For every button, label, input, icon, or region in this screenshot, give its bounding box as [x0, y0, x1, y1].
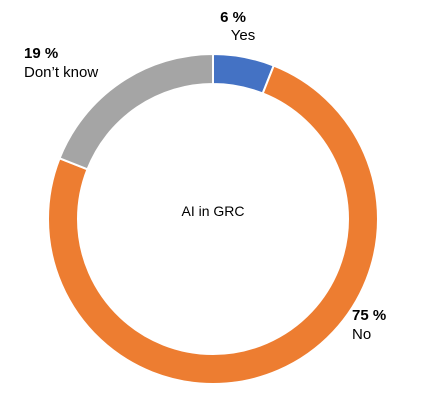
slice-value-label-no: 75 %: [352, 307, 386, 324]
slice-category-label-dont-know: Don’t know: [24, 64, 98, 81]
slice-value-label-dont-know: 19 %: [24, 45, 58, 62]
slice-category-label-yes: Yes: [231, 27, 255, 44]
center-label: AI in GRC: [181, 203, 244, 219]
slice-value-label-yes: 6 %: [220, 9, 246, 26]
slice-category-label-no: No: [352, 326, 371, 343]
slice-no: [47, 64, 379, 385]
slices-group: [47, 52, 379, 385]
slice-don-t-know: [58, 52, 214, 171]
